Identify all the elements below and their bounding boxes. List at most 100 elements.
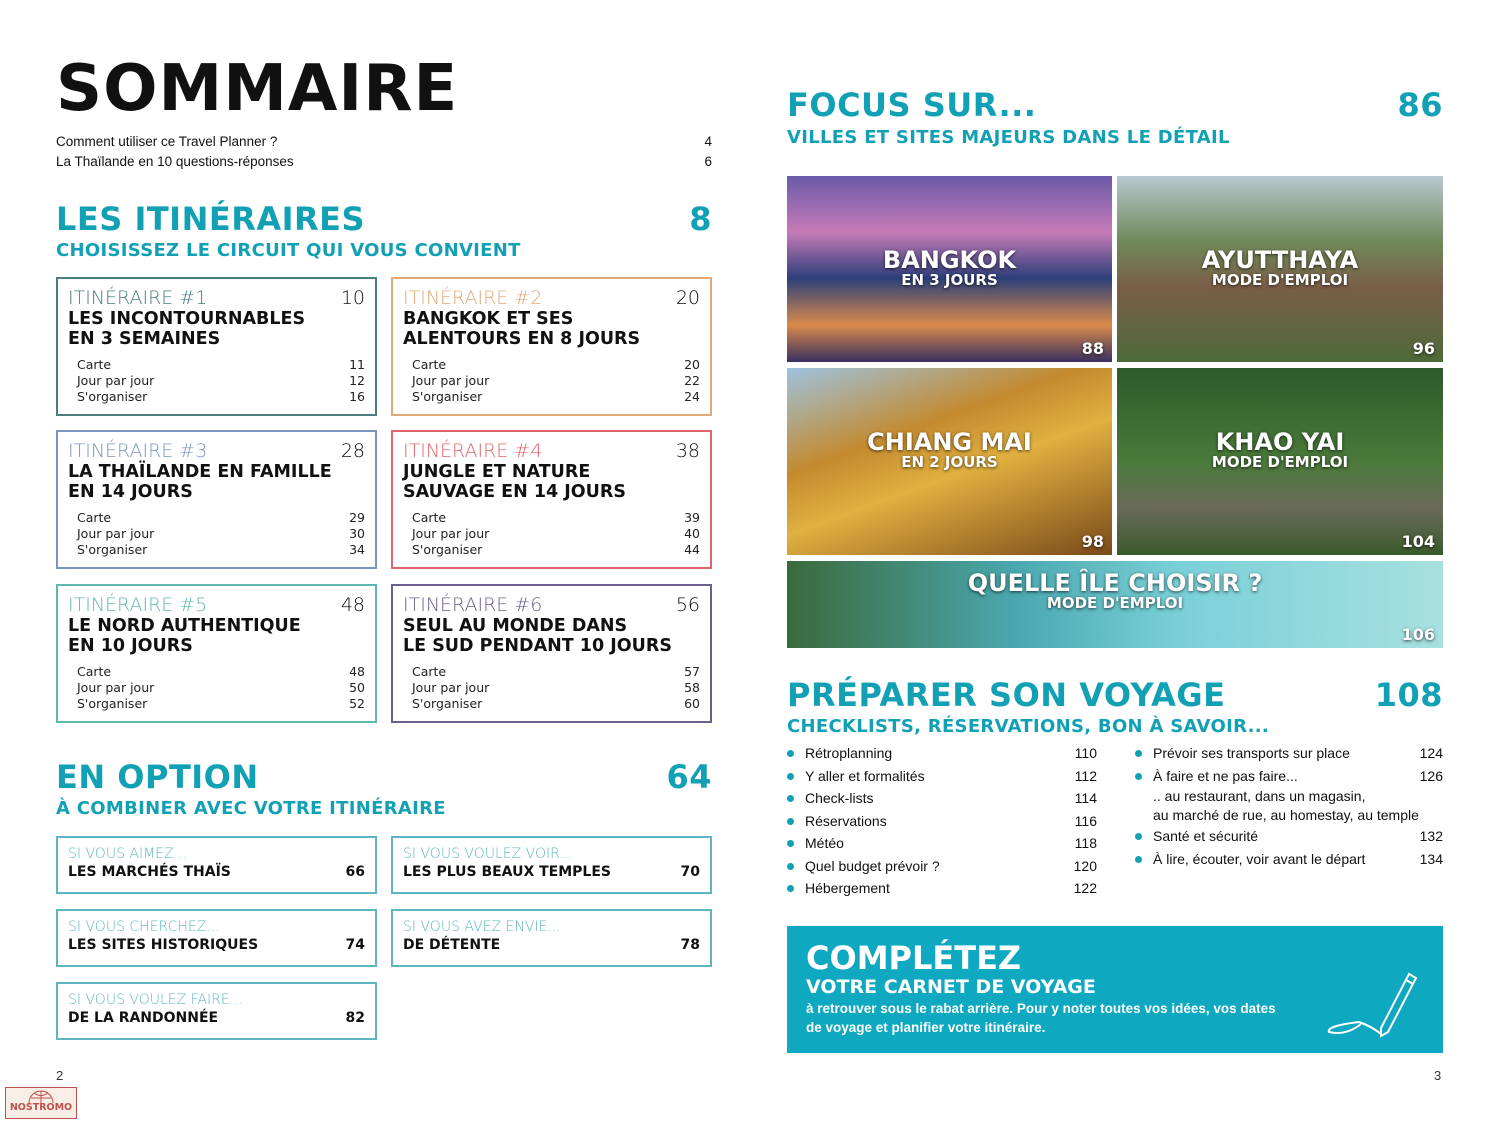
itinerary-card[interactable]: ITINÉRAIRE #6 56 SEUL AU MONDE DANS LE SU… (391, 584, 712, 723)
cta-text: à retrouver sous le rabat arrière. Pour … (806, 1001, 1276, 1016)
itinerary-subitem[interactable]: Carte 29 (77, 510, 365, 526)
intro-page: 4 (704, 134, 712, 149)
intro-row[interactable]: Comment utiliser ce Travel Planner ? 4 (56, 134, 712, 149)
subitem-label: Jour par jour (412, 526, 490, 541)
intro-page: 6 (704, 154, 712, 169)
option-card[interactable]: SI VOUS CHERCHEZ... LES SITES HISTORIQUES… (56, 909, 377, 967)
item-label: À lire, écouter, voir avant le départ (1153, 850, 1366, 867)
list-item[interactable]: Hébergement 122 (787, 877, 1097, 900)
option-name: LES PLUS BEAUX TEMPLES (403, 864, 611, 880)
itinerary-subitem[interactable]: S'organiser 60 (412, 696, 700, 712)
focus-photo[interactable]: QUELLE ÎLE CHOISIR ? MODE D'EMPLOI 106 (787, 561, 1443, 648)
list-item[interactable]: Météo 118 (787, 832, 1097, 855)
itinerary-card[interactable]: ITINÉRAIRE #2 20 BANGKOK ET SES ALENTOURS… (391, 277, 712, 416)
list-item[interactable]: À lire, écouter, voir avant le départ 134 (1135, 848, 1443, 871)
itinerary-subitem[interactable]: Carte 57 (412, 664, 700, 680)
itinerary-label: ITINÉRAIRE #4 (403, 440, 543, 462)
subitem-page: 48 (349, 664, 365, 679)
itinerary-subitem[interactable]: S'organiser 16 (77, 389, 365, 405)
itinerary-subitem[interactable]: Jour par jour 12 (77, 373, 365, 389)
list-item[interactable]: Quel budget prévoir ? 120 (787, 855, 1097, 878)
itinerary-subitem[interactable]: Jour par jour 22 (412, 373, 700, 389)
list-item[interactable]: Prévoir ses transports sur place 124 (1135, 742, 1443, 765)
item-label: Hébergement (805, 880, 890, 896)
itinerary-subitem[interactable]: Jour par jour 58 (412, 680, 700, 696)
itinerary-name: LE NORD AUTHENTIQUE (68, 616, 301, 636)
photo-subtitle: MODE D'EMPLOI (1211, 453, 1349, 471)
option-name: LES MARCHÉS THAÏS (68, 864, 231, 880)
itinerary-subitem[interactable]: Jour par jour 40 (412, 526, 700, 542)
itinerary-card[interactable]: ITINÉRAIRE #4 38 JUNGLE ET NATURE SAUVAGE… (391, 430, 712, 569)
intro-label: La Thaïlande en 10 questions-réponses (56, 154, 294, 169)
option-card[interactable]: SI VOUS VOULEZ FAIRE... DE LA RANDONNÉE 82 (56, 982, 377, 1040)
subitem-label: Carte (412, 510, 447, 525)
itineraires-heading: LES ITINÉRAIRES 8 (56, 200, 712, 238)
item-label: Y aller et formalités (805, 767, 925, 784)
item-label: Santé et sécurité (1153, 828, 1259, 844)
option-card[interactable]: SI VOUS VOULEZ VOIR... LES PLUS BEAUX TEM… (391, 836, 712, 894)
focus-photo[interactable]: BANGKOK EN 3 JOURS 88 (787, 176, 1112, 362)
photo-title: KHAO YAI (1215, 428, 1345, 456)
itinerary-subitem[interactable]: Jour par jour 30 (77, 526, 365, 542)
page-title: SOMMAIRE (56, 52, 459, 126)
focus-subtitle: VILLES ET SITES MAJEURS DANS LE DÉTAIL (787, 127, 1230, 148)
itinerary-subitem[interactable]: Carte 20 (412, 357, 700, 373)
subitem-label: S'organiser (412, 696, 483, 711)
item-label: Réservations (805, 812, 887, 829)
itinerary-card[interactable]: ITINÉRAIRE #5 48 LE NORD AUTHENTIQUE EN 1… (56, 584, 377, 723)
option-card[interactable]: SI VOUS AIMEZ... LES MARCHÉS THAÏS 66 (56, 836, 377, 894)
subitem-page: 52 (349, 696, 365, 711)
focus-photo[interactable]: KHAO YAI MODE D'EMPLOI 104 (1117, 368, 1443, 555)
photo-subtitle: EN 2 JOURS (901, 453, 998, 471)
list-item[interactable]: Réservations 116 (787, 810, 1097, 833)
itinerary-subitem[interactable]: S'organiser 34 (77, 542, 365, 558)
itinerary-subitem[interactable]: Carte 11 (77, 357, 365, 373)
itinerary-subitem[interactable]: Carte 48 (77, 664, 365, 680)
option-kicker: SI VOUS AVEZ ENVIE... (403, 919, 561, 935)
focus-photo[interactable]: AYUTTHAYA MODE D'EMPLOI 96 (1117, 176, 1443, 362)
subitem-label: Jour par jour (77, 680, 155, 695)
subitem-label: Carte (412, 357, 447, 372)
list-item[interactable]: Y aller et formalités 112 (787, 765, 1097, 788)
list-item[interactable]: Santé et sécurité 132 (1135, 825, 1443, 848)
focus-photo[interactable]: CHIANG MAI EN 2 JOURS 98 (787, 368, 1112, 555)
itinerary-page: 56 (675, 594, 700, 616)
preparer-list-left: Rétroplanning 110 Y aller et formalités 112… (787, 742, 1097, 900)
itinerary-card[interactable]: ITINÉRAIRE #3 28 LA THAÏLANDE EN FAMILLE … (56, 430, 377, 569)
item-page: 112 (1074, 767, 1097, 784)
photo-page: 98 (1081, 532, 1104, 551)
itinerary-name: EN 10 JOURS (68, 636, 193, 656)
preparer-heading: PRÉPARER SON VOYAGE 108 (787, 676, 1443, 714)
focus-heading: FOCUS SUR... 86 (787, 86, 1443, 124)
itinerary-name: SEUL AU MONDE DANS (403, 616, 628, 636)
itinerary-name: EN 3 SEMAINES (68, 329, 221, 349)
itinerary-subitem[interactable]: S'organiser 52 (77, 696, 365, 712)
option-name: DE DÉTENTE (403, 937, 501, 953)
intro-label: Comment utiliser ce Travel Planner ? (56, 134, 278, 149)
photo-subtitle: EN 3 JOURS (901, 271, 998, 289)
itinerary-card[interactable]: ITINÉRAIRE #1 10 LES INCONTOURNABLES EN 3… (56, 277, 377, 416)
photo-title: BANGKOK (882, 246, 1017, 274)
subitem-label: Carte (77, 510, 112, 525)
itinerary-name: LES INCONTOURNABLES (68, 309, 306, 329)
list-item[interactable]: Check-lists 114 (787, 787, 1097, 810)
subitem-label: S'organiser (412, 542, 483, 557)
list-item[interactable]: À faire et ne pas faire... 126 (1135, 765, 1443, 788)
subitem-label: Carte (77, 357, 112, 372)
photo-page: 104 (1401, 532, 1435, 551)
itinerary-subitem[interactable]: Jour par jour 50 (77, 680, 365, 696)
itinerary-subitem[interactable]: Carte 39 (412, 510, 700, 526)
itinerary-subitem[interactable]: S'organiser 24 (412, 389, 700, 405)
subitem-label: Carte (412, 664, 447, 679)
intro-row[interactable]: La Thaïlande en 10 questions-réponses 6 (56, 154, 712, 169)
itinerary-page: 10 (340, 287, 365, 309)
subitem-label: Jour par jour (77, 373, 155, 388)
item-page: 120 (1073, 857, 1097, 874)
itinerary-page: 28 (340, 440, 365, 462)
subitem-page: 11 (349, 357, 365, 372)
itinerary-subitem[interactable]: S'organiser 44 (412, 542, 700, 558)
list-item[interactable]: Rétroplanning 110 (787, 742, 1097, 765)
photo-title: QUELLE ÎLE CHOISIR ? (967, 569, 1263, 597)
option-card[interactable]: SI VOUS AVEZ ENVIE... DE DÉTENTE 78 (391, 909, 712, 967)
item-page: 126 (1419, 767, 1443, 784)
